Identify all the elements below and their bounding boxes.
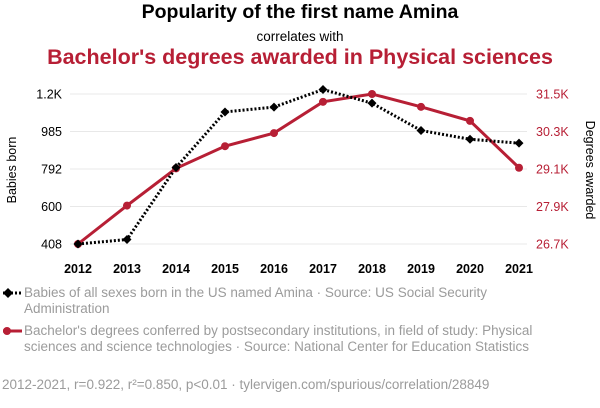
y-axis-label-left: Babies born xyxy=(5,137,19,204)
babies-point xyxy=(122,235,132,245)
degrees-point xyxy=(319,97,327,106)
legend-babies-label: Babies of all sexes born in the US named… xyxy=(24,285,487,316)
footer-stats: 2012-2021, r=0.922, r²=0.850, p<0.01 · t… xyxy=(2,377,490,392)
x-tick-label: 2012 xyxy=(64,262,92,276)
correlates-connector: correlates with xyxy=(256,29,344,44)
y-tick-label-left: 408 xyxy=(41,238,62,252)
babies-point xyxy=(269,102,279,112)
degrees-point xyxy=(123,201,131,210)
y-tick-label-right: 27.9K xyxy=(536,200,569,214)
x-tick-label: 2014 xyxy=(162,262,190,276)
babies-point xyxy=(416,125,426,135)
babies-point xyxy=(318,85,328,95)
x-tick-label: 2018 xyxy=(358,262,386,276)
x-tick-label: 2017 xyxy=(309,262,337,276)
y-tick-label-left: 792 xyxy=(41,163,62,177)
babies-point xyxy=(367,98,377,108)
degrees-point xyxy=(368,90,376,98)
x-tick-label: 2015 xyxy=(211,262,239,276)
babies-point xyxy=(73,239,83,249)
y-tick-label-left: 985 xyxy=(41,125,62,139)
degrees-point xyxy=(221,142,229,151)
babies-point xyxy=(465,134,475,144)
series-babies-line xyxy=(77,87,520,246)
x-tick-label: 2021 xyxy=(505,262,533,276)
babies-point xyxy=(220,107,230,117)
chart-title: Popularity of the first name Amina xyxy=(141,1,459,23)
degrees-point xyxy=(270,129,278,138)
x-tick-label: 2020 xyxy=(456,262,484,276)
legend-degrees-marker xyxy=(3,327,11,335)
y-axis-label-right: Degrees awarded xyxy=(583,121,597,220)
chart-subtitle: Bachelor's degrees awarded in Physical s… xyxy=(47,45,553,69)
babies-point xyxy=(514,138,524,148)
y-tick-label-right: 26.7K xyxy=(536,238,569,252)
degrees-point xyxy=(515,163,523,172)
degrees-point xyxy=(417,102,425,111)
y-tick-label-right: 31.5K xyxy=(536,88,569,102)
x-tick-label: 2016 xyxy=(260,262,288,276)
y-tick-label-left: 600 xyxy=(41,200,62,214)
degrees-point xyxy=(466,116,474,125)
x-tick-label: 2013 xyxy=(113,262,141,276)
y-tick-label-left: 1.2K xyxy=(36,88,62,102)
y-tick-label-right: 29.1K xyxy=(536,163,569,177)
series-degrees-line xyxy=(77,92,521,246)
y-tick-label-right: 30.3K xyxy=(536,125,569,139)
legend-degrees-label: Bachelor's degrees conferred by postseco… xyxy=(24,323,533,354)
x-tick-label: 2019 xyxy=(407,262,435,276)
babies-point xyxy=(171,163,181,173)
legend-babies-marker xyxy=(3,288,13,298)
